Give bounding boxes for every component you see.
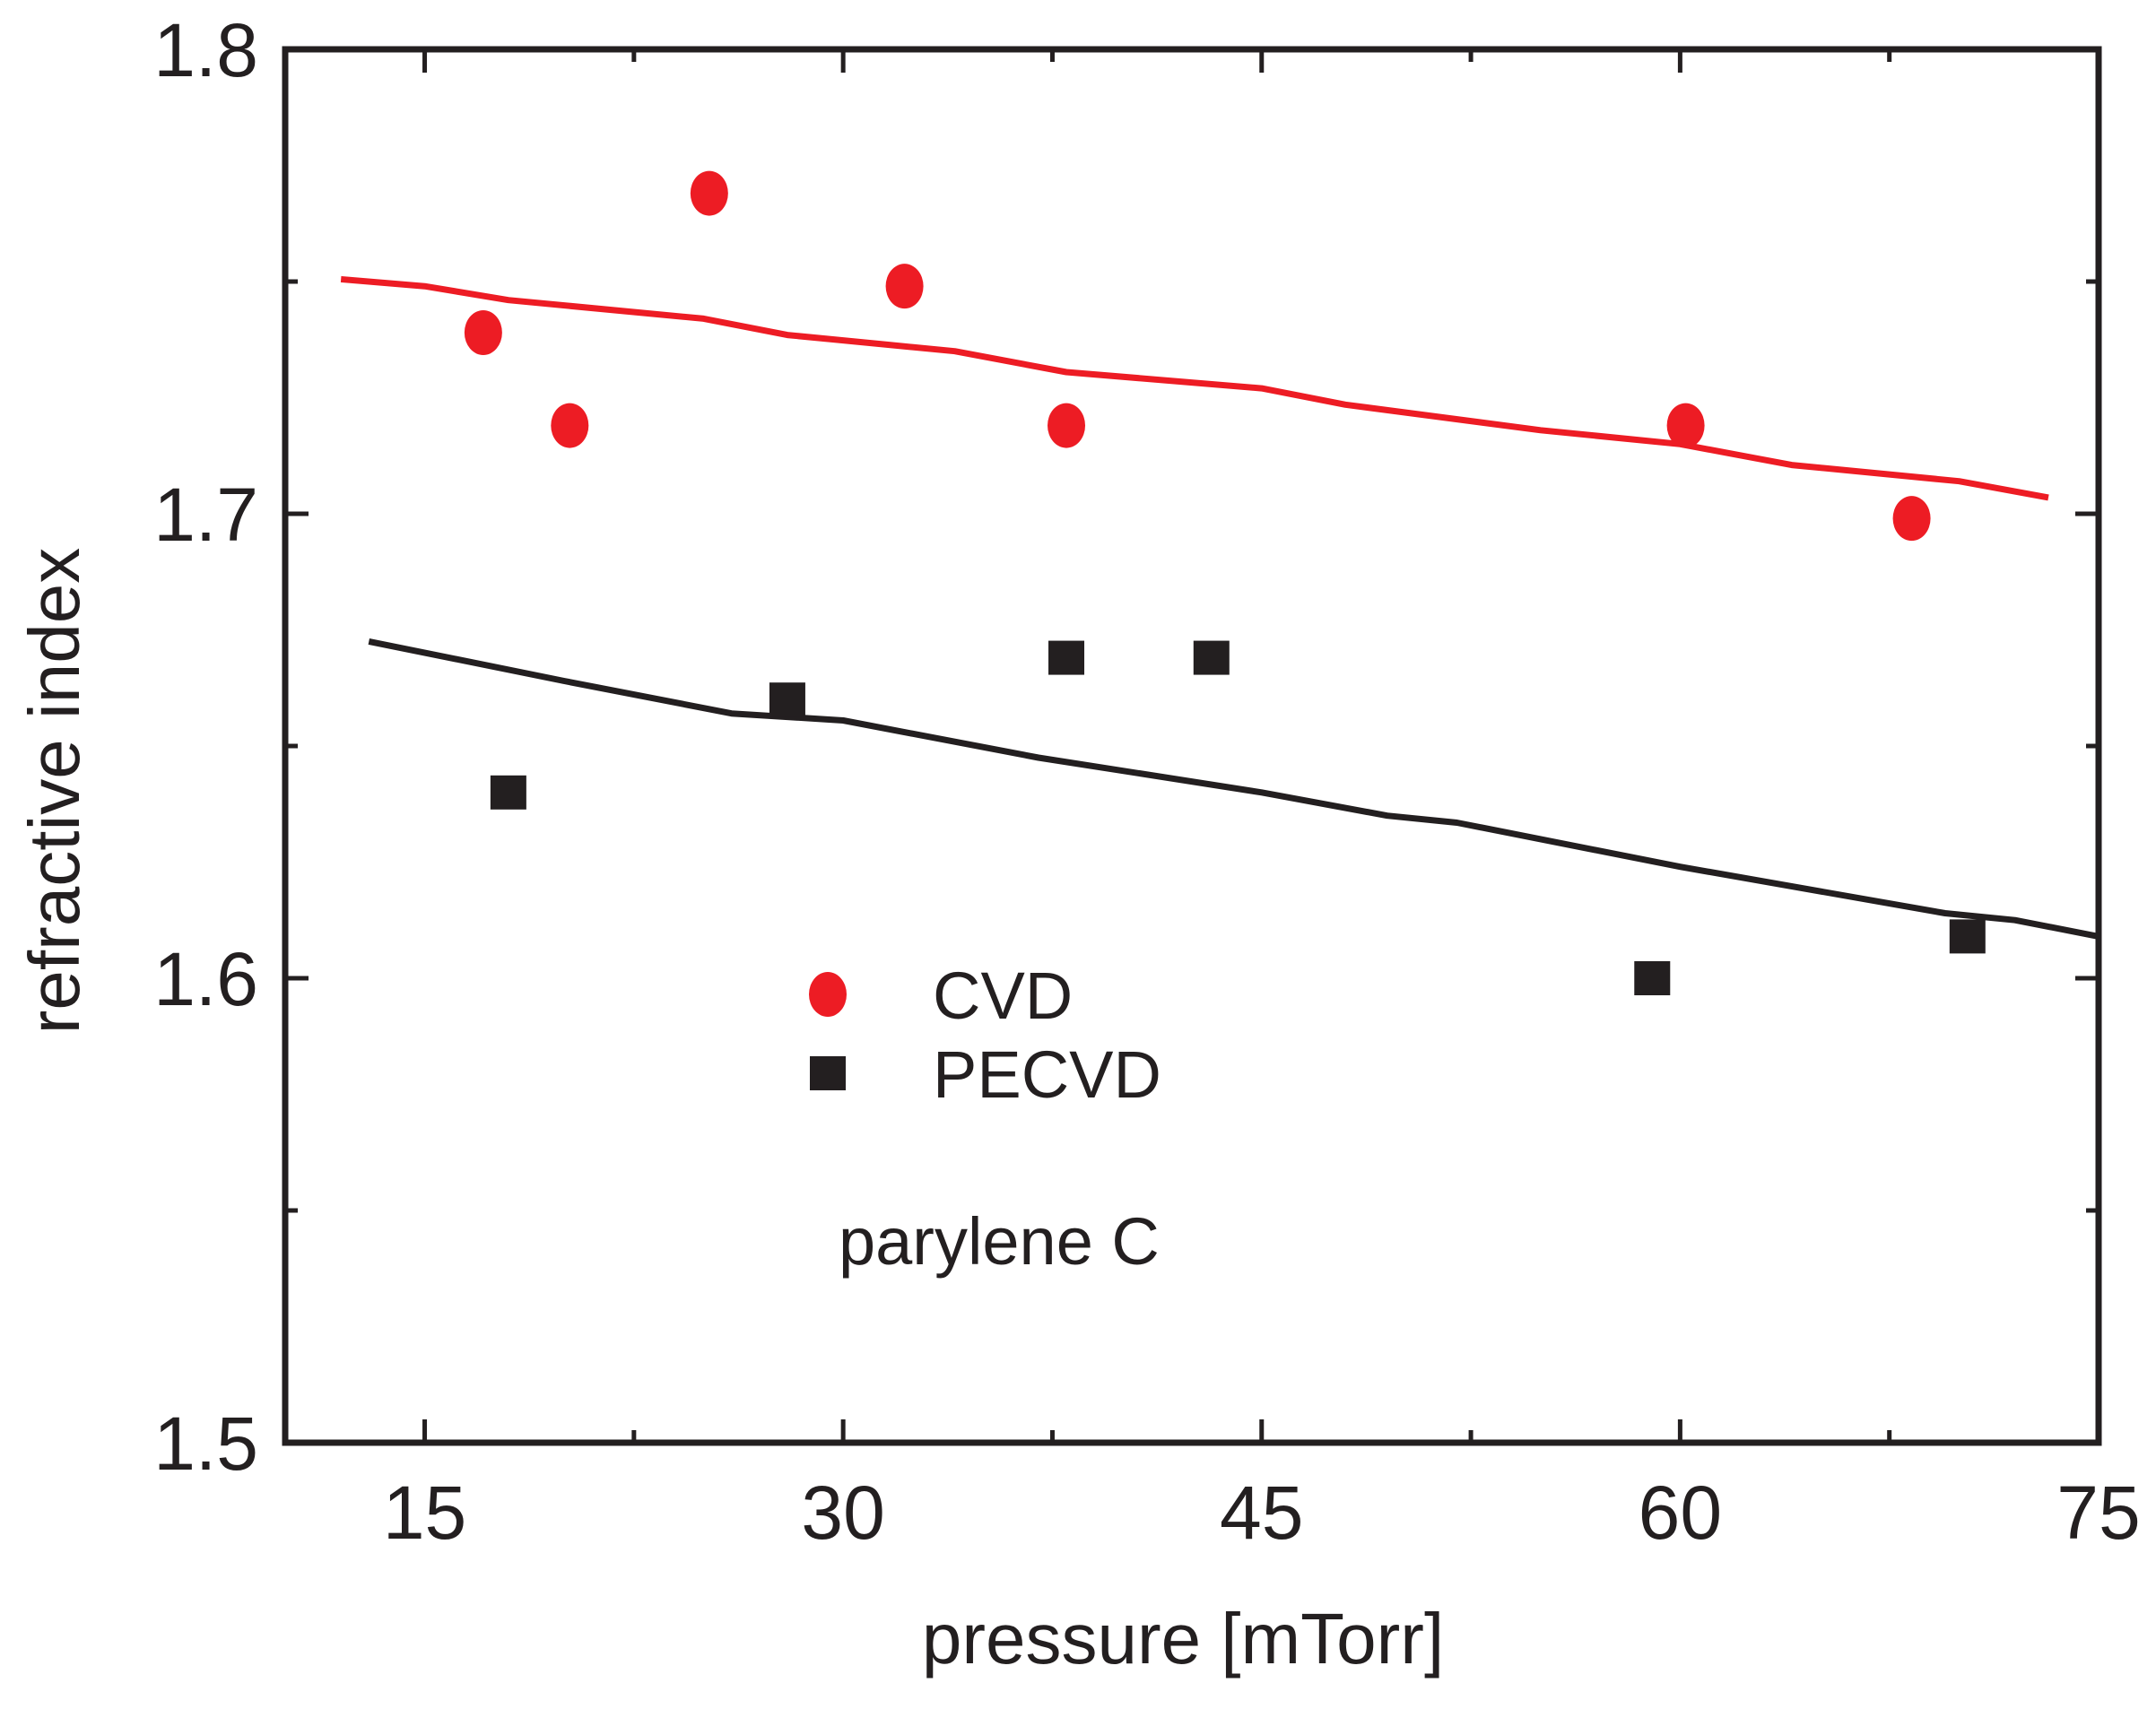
chart-annotation: parylene C xyxy=(839,1204,1160,1279)
data-point-cvd xyxy=(1048,403,1086,448)
x-tick-label: 15 xyxy=(383,1470,466,1555)
data-points xyxy=(464,170,1986,995)
data-point-cvd xyxy=(1892,496,1931,542)
data-point-pecvd xyxy=(1949,919,1986,954)
data-point-pecvd xyxy=(1634,961,1671,995)
legend-label-cvd: CVD xyxy=(933,959,1073,1033)
x-tick-label: 60 xyxy=(1639,1470,1722,1555)
data-point-cvd xyxy=(464,309,502,355)
data-point-cvd xyxy=(551,403,589,448)
data-point-cvd xyxy=(1666,403,1705,448)
trend-line-pecvd xyxy=(368,638,2099,940)
y-tick-label: 1.7 xyxy=(153,473,258,557)
x-axis-label: pressure [mTorr] xyxy=(922,1599,1444,1679)
legend-marker-cvd xyxy=(809,972,847,1017)
data-point-pecvd xyxy=(1048,640,1085,675)
y-axis-label: refractive index xyxy=(14,548,94,1034)
legend-label-pecvd: PECVD xyxy=(933,1037,1161,1112)
data-point-cvd xyxy=(690,170,728,216)
axes: 15 30 45 60 75 1.5 1.6 1.7 1.8 xyxy=(153,8,2141,1555)
y-tick-label: 1.8 xyxy=(153,8,258,92)
data-point-pecvd xyxy=(769,682,805,717)
y-tick-label: 1.5 xyxy=(153,1401,258,1486)
data-point-pecvd xyxy=(1193,640,1230,675)
x-tick-label: 45 xyxy=(1220,1470,1303,1555)
trend-line-cvd xyxy=(340,275,2049,501)
plot-frame xyxy=(282,46,2102,1446)
legend-marker-pecvd xyxy=(810,1056,846,1090)
x-tick-label: 30 xyxy=(801,1470,884,1555)
data-point-cvd xyxy=(885,264,924,309)
y-tick-label: 1.6 xyxy=(153,937,258,1021)
data-point-pecvd xyxy=(490,775,526,810)
trend-lines xyxy=(340,275,2099,940)
x-tick-label: 75 xyxy=(2056,1470,2140,1555)
